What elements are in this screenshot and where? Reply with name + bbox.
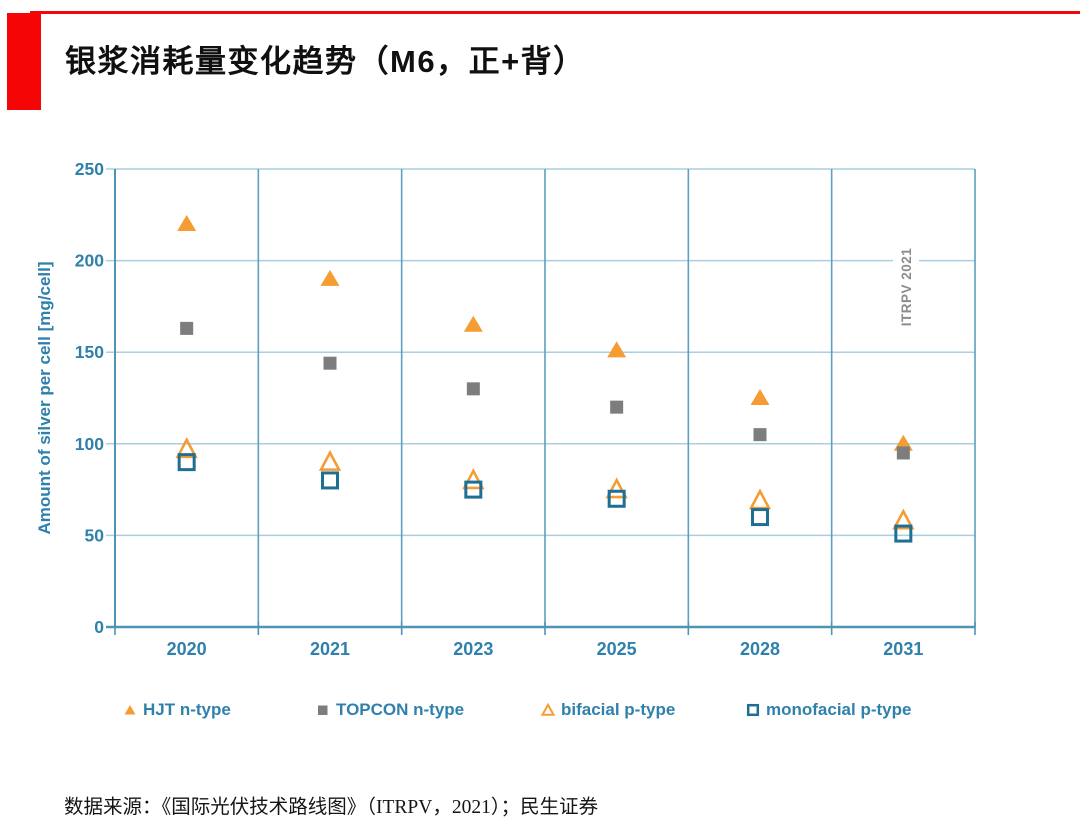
hjt-n-type-marker [177, 214, 197, 231]
hjt-n-type-marker [463, 315, 483, 332]
legend-label: bifacial p-type [561, 700, 676, 719]
topcon-n-type-marker [610, 400, 624, 414]
y-tick-label: 250 [75, 159, 104, 179]
silver-consumption-chart: ITRPV 2021 0 50 100 150 200 250 2020 2021 2023 202… [0, 150, 1000, 695]
hjt-n-type-marker [750, 389, 770, 405]
source-note: 数据来源：《国际光伏技术路线图》（ITRPV，2021）；民生证券 [64, 797, 599, 818]
topcon-n-type-marker [753, 428, 767, 442]
bifacial-p-type-marker [892, 508, 915, 530]
hjt-n-type-marker [607, 341, 627, 358]
bifacial-p-type-marker [462, 468, 485, 490]
monofacial-p-type-marker [894, 524, 913, 543]
chart-canvas: ITRPV 2021 0 50 100 150 200 250 2020 2021 2023 202… [35, 159, 976, 659]
y-tick-label: 50 [85, 525, 105, 545]
legend-item-hjt-n-type: HJT n-type [122, 700, 231, 720]
x-tick-label: 2031 [883, 639, 923, 659]
y-tick-label: 100 [75, 434, 104, 454]
legend-item-monofacial-p-type: monofacial p-type [745, 700, 911, 720]
topcon-n-type-marker [466, 382, 480, 396]
topcon-n-type-marker-icon [318, 705, 328, 715]
itrpv-annotation: ITRPV 2021 [899, 248, 914, 327]
legend-item-bifacial-p-type: bifacial p-type [540, 700, 675, 720]
x-tick-label: 2020 [167, 639, 207, 659]
legend-item-topcon-n-type: TOPCON n-type [315, 700, 464, 720]
bifacial-p-type-marker [175, 437, 198, 459]
y-tick-label: 150 [75, 342, 104, 362]
topcon-n-type-marker [180, 321, 194, 335]
monofacial-p-type-marker [321, 471, 339, 490]
annotation-backing [893, 234, 919, 340]
monofacial-p-type-marker [464, 480, 483, 499]
y-axis-title: Amount of silver per cell [mg/cell] [35, 261, 54, 534]
bifacial-p-type-marker [605, 477, 628, 499]
bifacial-p-type-marker [748, 488, 772, 510]
x-tick-label: 2028 [740, 639, 780, 659]
topcon-n-type-marker [896, 446, 910, 460]
monofacial-p-type-marker [177, 453, 196, 472]
x-tick-label: 2023 [453, 639, 493, 659]
monofacial-p-type-marker-icon [746, 703, 760, 717]
title-accent-block [7, 13, 41, 110]
x-tick-label: 2025 [597, 639, 637, 659]
chart-legend: HJT n-type TOPCON n-type bifacial p-type mo… [0, 700, 1000, 728]
y-tick-label: 200 [75, 251, 104, 271]
legend-label: monofacial p-type [766, 700, 912, 719]
top-accent-line [30, 11, 1080, 14]
hjt-n-type-marker-icon [124, 705, 136, 715]
x-tick-label: 2021 [310, 639, 350, 659]
bifacial-p-type-marker [318, 449, 342, 471]
page-title: 银浆消耗量变化趋势（M6，正+背） [65, 44, 586, 79]
y-tick-label: 0 [94, 617, 104, 637]
monofacial-p-type-marker [607, 489, 626, 508]
hjt-n-type-marker [320, 269, 340, 286]
topcon-n-type-marker [323, 356, 337, 370]
legend-label: TOPCON n-type [336, 700, 465, 719]
legend-label: HJT n-type [143, 700, 231, 719]
monofacial-p-type-marker [751, 508, 769, 527]
bifacial-p-type-marker-icon [540, 702, 556, 716]
